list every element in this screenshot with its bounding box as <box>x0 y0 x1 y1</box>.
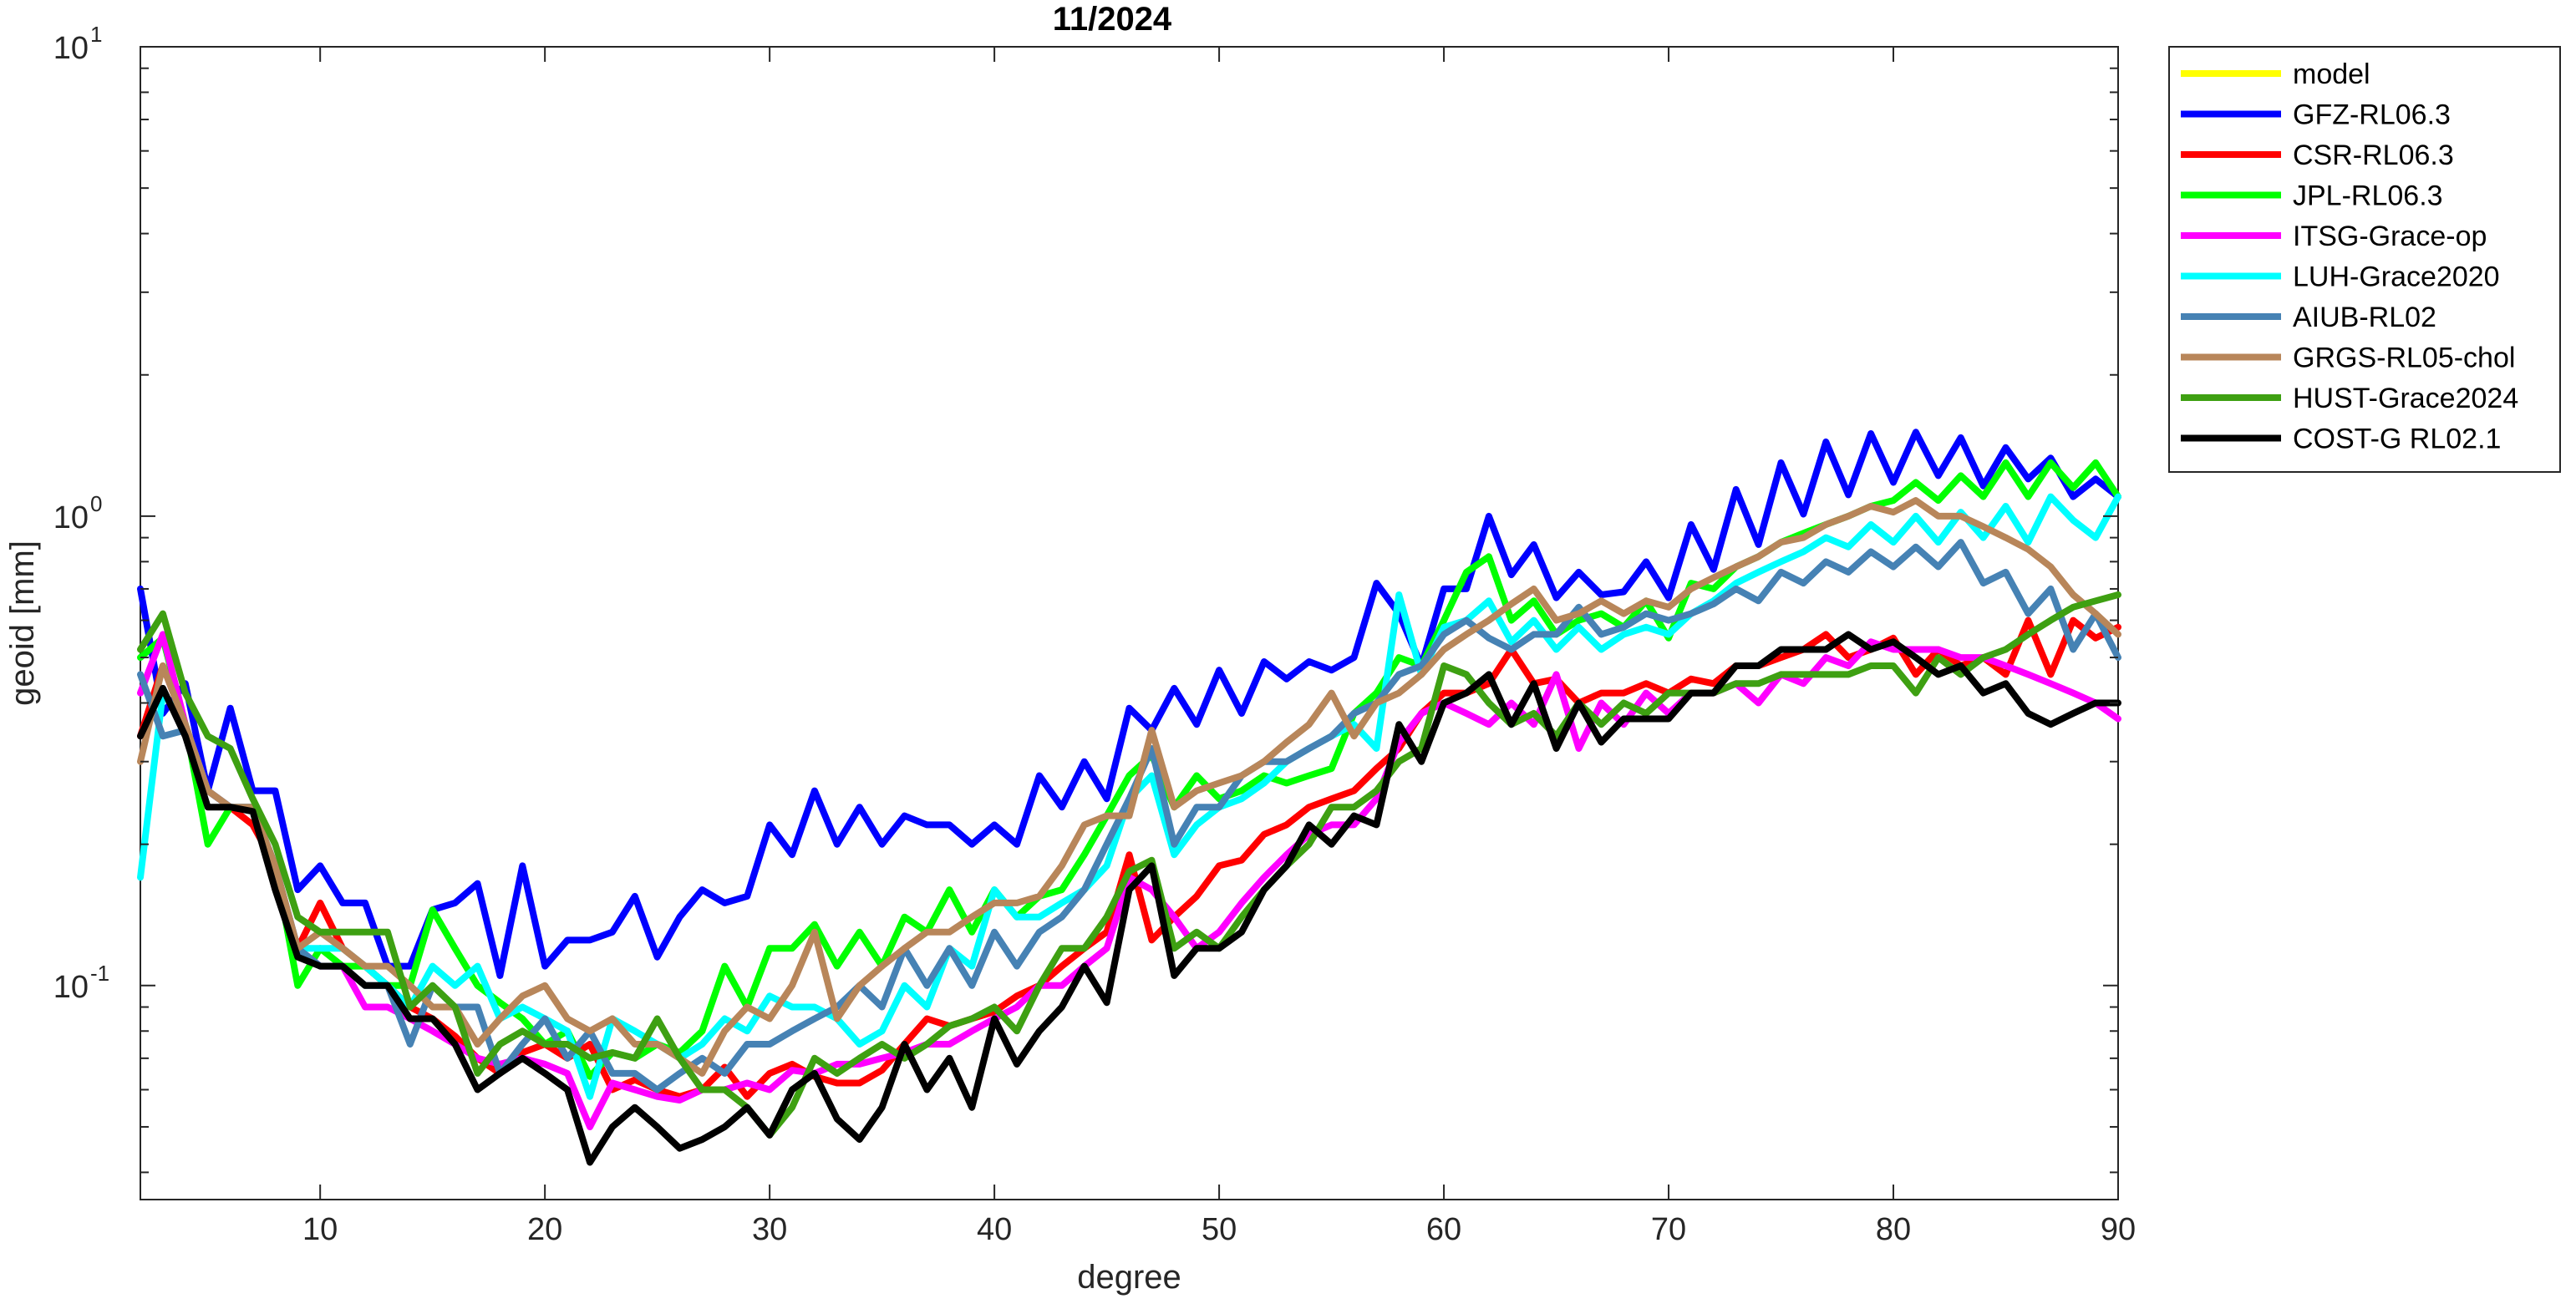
legend-label: GFZ-RL06.3 <box>2293 99 2451 131</box>
legend-label: HUST-Grace2024 <box>2293 383 2518 414</box>
x-tick-label: 90 <box>2101 1212 2136 1247</box>
series-line-grgs-rl05-chol <box>137 497 2121 1077</box>
y-tick-exponent: -1 <box>90 961 109 986</box>
y-axis-label: geoid [mm] <box>4 540 41 706</box>
legend-label: ITSG-Grace-op <box>2293 221 2487 252</box>
x-axis-label: degree <box>1077 1259 1181 1296</box>
legend-label: JPL-RL06.3 <box>2293 180 2443 212</box>
x-tick-label: 30 <box>752 1212 787 1247</box>
legend-label: CSR-RL06.3 <box>2293 140 2454 171</box>
series-line-hust-grace2024 <box>137 591 2121 1139</box>
y-tick-exponent: 1 <box>90 22 102 47</box>
x-tick-label: 60 <box>1426 1212 1461 1247</box>
x-tick-label: 20 <box>527 1212 562 1247</box>
legend-label: COST-G RL02.1 <box>2293 424 2501 455</box>
legend: model GFZ-RL06.3 CSR-RL06.3 JPL-RL06.3 ITSG-… <box>2168 46 2561 473</box>
x-tick-label: 40 <box>977 1212 1012 1247</box>
legend-label: GRGS-RL05-chol <box>2293 342 2515 374</box>
y-tick-exponent: 0 <box>90 491 102 516</box>
y-tick-label: 10 <box>53 970 89 1005</box>
x-tick-label: 50 <box>1202 1212 1237 1247</box>
legend-label: AIUB-RL02 <box>2293 302 2436 333</box>
x-tick-label: 80 <box>1876 1212 1911 1247</box>
chart-title: 11/2024 <box>1053 1 1172 38</box>
y-tick-label: 10 <box>53 500 89 535</box>
x-tick-label: 10 <box>302 1212 338 1247</box>
x-tick-label: 70 <box>1651 1212 1686 1247</box>
series-line-gfz-rl06-3 <box>137 429 2121 979</box>
legend-label: model <box>2293 58 2370 90</box>
y-tick-label: 10 <box>53 31 89 66</box>
series-layer <box>137 429 2121 1166</box>
series-line-aiub-rl02 <box>137 539 2121 1093</box>
legend-label: LUH-Grace2020 <box>2293 261 2500 293</box>
series-line-cost-g-rl02-1 <box>137 631 2121 1166</box>
legend-box <box>2168 46 2561 473</box>
